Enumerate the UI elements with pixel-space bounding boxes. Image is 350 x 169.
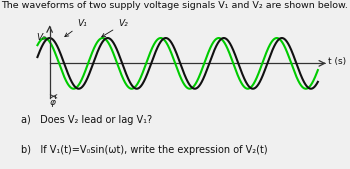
Text: t (s): t (s) (328, 57, 346, 66)
Text: V₀: V₀ (37, 33, 47, 42)
Text: V₂: V₂ (102, 19, 128, 37)
Text: V₁: V₁ (65, 19, 87, 37)
Text: a)   Does V₂ lead or lag V₁?: a) Does V₂ lead or lag V₁? (21, 115, 152, 125)
Text: The waveforms of two supply voltage signals V₁ and V₂ are shown below.: The waveforms of two supply voltage sign… (1, 1, 349, 10)
Text: b)   If V₁(t)=V₀sin(ωt), write the expression of V₂(t): b) If V₁(t)=V₀sin(ωt), write the express… (21, 145, 268, 155)
Text: φ: φ (49, 98, 55, 107)
